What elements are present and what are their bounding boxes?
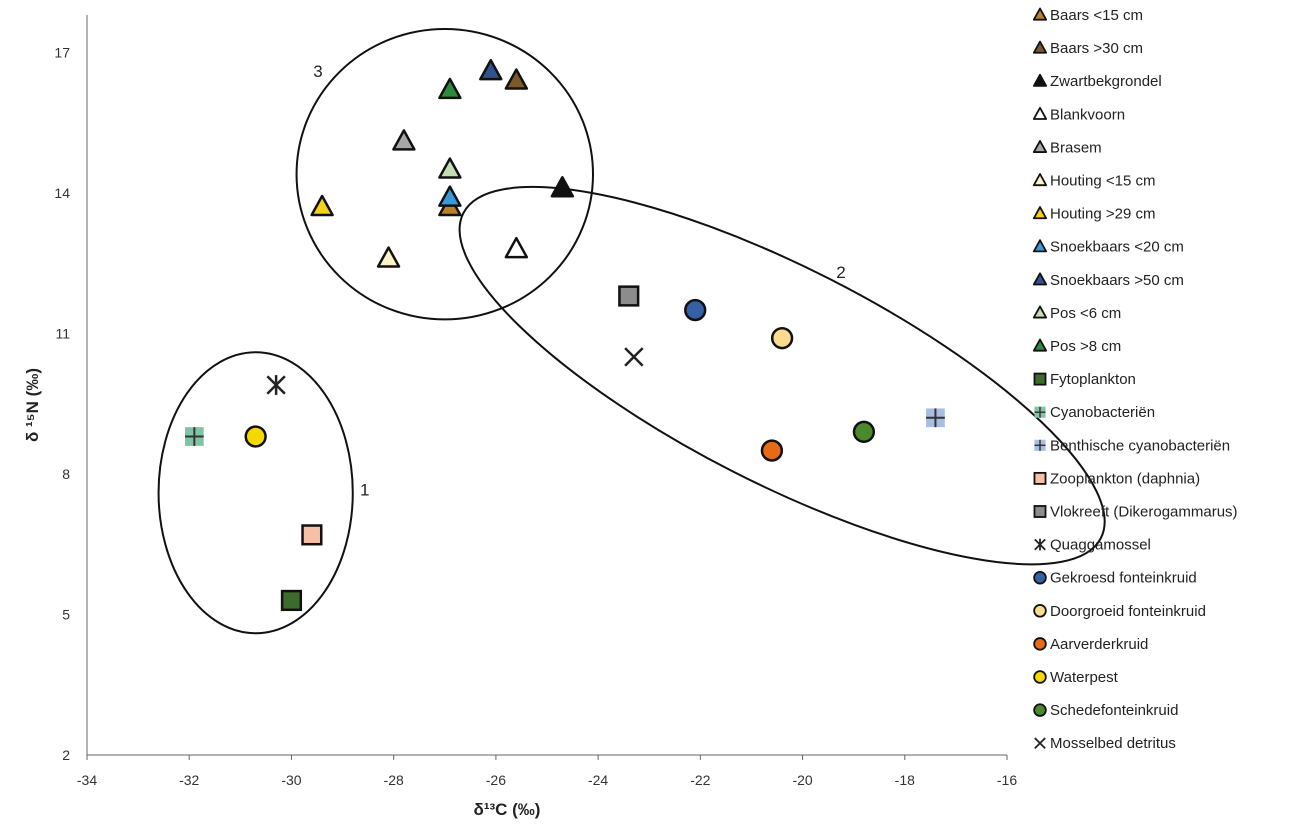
legend-marker-pos-6-cm: [1032, 305, 1048, 319]
point-snoekbaars-20-cm: [438, 185, 462, 207]
point-baars-30-cm: [504, 68, 529, 90]
cluster-ellipse-1: [157, 351, 354, 635]
legend-marker-brasem: [1032, 139, 1048, 153]
point-gekroesd-fonteinkruid: [684, 298, 707, 322]
y-tick-label: 2: [62, 747, 70, 763]
legend-marker-gekroesd-fonteinkruid: [1033, 570, 1047, 585]
legend: Baars <15 cm Baars >30 cm Zwartbekgrondel B…: [1032, 7, 1238, 752]
x-tick-label: -16: [997, 772, 1017, 788]
legend-label-pos-8-cm: Pos >8 cm: [1050, 338, 1121, 355]
legend-marker-vlokreeft-dikerogammarus: [1033, 505, 1047, 518]
point-waterpest: [244, 425, 267, 448]
point-brasem: [392, 129, 416, 151]
legend-label-brasem: Brasem: [1050, 139, 1102, 156]
y-tick-label: 8: [62, 466, 70, 482]
legend-marker-baars-30-cm: [1032, 40, 1048, 54]
cluster-ellipses: 1 2 3: [157, 28, 1106, 635]
legend-label-cyanobacteriën: Cyanobacteriën: [1050, 404, 1155, 421]
legend-marker-houting-29-cm: [1032, 206, 1048, 220]
x-tick-label: -32: [179, 772, 199, 788]
legend-label-fytoplankton: Fytoplankton: [1050, 371, 1136, 388]
point-benthische-cyanobacteriën: [926, 408, 945, 428]
point-aarverderkruid: [760, 439, 784, 462]
point-fytoplankton: [280, 589, 303, 612]
legend-label-snoekbaars-50-cm: Snoekbaars >50 cm: [1050, 272, 1184, 289]
legend-marker-schedefonteinkruid: [1033, 703, 1047, 717]
cluster-ellipse-2: [458, 185, 1106, 566]
x-tick-label: -24: [588, 772, 608, 788]
x-tick-label: -22: [690, 772, 710, 788]
legend-marker-baars-15-cm: [1032, 7, 1048, 21]
legend-label-aarverderkruid: Aarverderkruid: [1050, 636, 1148, 653]
point-zwartbekgrondel: [550, 176, 575, 198]
legend-label-houting-29-cm: Houting >29 cm: [1050, 206, 1155, 223]
legend-marker-houting-15-cm: [1032, 173, 1048, 187]
point-houting-29-cm: [310, 194, 334, 217]
point-vlokreeft-dikerogammarus: [618, 285, 640, 307]
y-tick-label: 11: [55, 325, 70, 341]
cluster-ellipse-3: [295, 28, 594, 321]
cluster-label-3: 3: [313, 62, 322, 81]
legend-label-baars-15-cm: Baars <15 cm: [1050, 7, 1143, 24]
legend-label-waterpest: Waterpest: [1050, 669, 1119, 686]
legend-label-quaggamossel: Quaggamossel: [1050, 537, 1151, 554]
x-axis-title: δ¹³C (‰): [474, 800, 541, 819]
legend-marker-doorgroeid-fonteinkruid: [1033, 604, 1047, 618]
legend-label-doorgroeid-fonteinkruid: Doorgroeid fonteinkruid: [1050, 603, 1206, 620]
legend-label-baars-30-cm: Baars >30 cm: [1050, 40, 1143, 57]
axes: -34 -32 -30 -28 -26 -24 -22 -20 -18 -16 2 5 8 11 14 17 δ…: [23, 15, 1017, 819]
point-blankvoorn: [504, 236, 529, 259]
legend-marker-cyanobacteriën: [1034, 406, 1046, 418]
point-zooplankton-daphnia: [301, 524, 323, 546]
legend-label-schedefonteinkruid: Schedefonteinkruid: [1050, 702, 1178, 719]
legend-marker-fytoplankton: [1033, 372, 1047, 386]
point-quaggamossel: [266, 375, 286, 395]
y-tick-label: 14: [54, 185, 70, 201]
cluster-label-1: 1: [360, 481, 369, 500]
point-snoekbaars-50-cm: [479, 58, 503, 81]
x-tick-label: -30: [281, 772, 301, 788]
y-axis-title: δ ¹⁵N (‰): [23, 368, 42, 442]
legend-label-snoekbaars-20-cm: Snoekbaars <20 cm: [1050, 239, 1184, 256]
point-pos-8-cm: [438, 77, 462, 100]
point-houting-15-cm: [376, 246, 401, 268]
x-tick-label: -26: [486, 772, 506, 788]
cluster-label-2: 2: [836, 263, 845, 282]
x-tick-label: -28: [384, 772, 404, 788]
y-tick-label: 5: [62, 606, 70, 622]
legend-label-mosselbed-detritus: Mosselbed detritus: [1050, 735, 1176, 752]
legend-marker-snoekbaars-20-cm: [1032, 239, 1048, 253]
legend-marker-zooplankton-daphnia: [1033, 471, 1047, 485]
legend-marker-aarverderkruid: [1033, 637, 1047, 651]
legend-marker-waterpest: [1033, 670, 1047, 684]
legend-label-zwartbekgrondel: Zwartbekgrondel: [1050, 73, 1162, 90]
legend-label-pos-6-cm: Pos <6 cm: [1050, 305, 1121, 322]
x-tick-label: -20: [792, 772, 812, 788]
legend-label-blankvoorn: Blankvoorn: [1050, 106, 1125, 123]
point-doorgroeid-fonteinkruid: [770, 327, 794, 350]
legend-marker-quaggamossel: [1034, 538, 1046, 551]
legend-label-houting-15-cm: Houting <15 cm: [1050, 173, 1155, 190]
point-cyanobacteriën: [184, 427, 204, 446]
y-tick-label: 17: [54, 44, 70, 60]
legend-marker-blankvoorn: [1032, 106, 1048, 120]
data-points: [184, 58, 945, 612]
legend-label-vlokreeft-dikerogammarus: Vlokreeft (Dikerogammarus): [1050, 504, 1238, 521]
legend-label-zooplankton-daphnia: Zooplankton (daphnia): [1050, 470, 1200, 487]
x-tick-label: -34: [77, 772, 97, 788]
point-mosselbed-detritus: [624, 347, 644, 367]
legend-label-benthische-cyanobacteriën: Benthische cyanobacteriën: [1050, 437, 1230, 454]
legend-marker-zwartbekgrondel: [1032, 73, 1048, 87]
legend-marker-snoekbaars-50-cm: [1032, 272, 1048, 286]
legend-label-gekroesd-fonteinkruid: Gekroesd fonteinkruid: [1050, 570, 1197, 587]
legend-marker-mosselbed-detritus: [1034, 737, 1046, 750]
x-tick-label: -18: [895, 772, 915, 788]
legend-marker-benthische-cyanobacteriën: [1034, 439, 1046, 451]
point-pos-6-cm: [438, 157, 462, 179]
legend-marker-pos-8-cm: [1032, 338, 1048, 352]
point-schedefonteinkruid: [852, 420, 876, 443]
